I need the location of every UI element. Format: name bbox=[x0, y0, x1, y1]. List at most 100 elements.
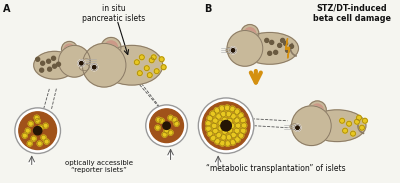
Circle shape bbox=[241, 25, 259, 42]
Ellipse shape bbox=[226, 47, 234, 53]
Circle shape bbox=[224, 105, 230, 111]
Circle shape bbox=[35, 118, 40, 123]
Circle shape bbox=[159, 57, 164, 62]
Circle shape bbox=[134, 60, 139, 65]
Circle shape bbox=[230, 106, 235, 112]
Circle shape bbox=[231, 132, 236, 138]
Circle shape bbox=[82, 43, 126, 87]
Ellipse shape bbox=[82, 59, 90, 64]
Circle shape bbox=[346, 121, 352, 126]
Circle shape bbox=[284, 41, 288, 45]
Text: A: A bbox=[3, 4, 10, 14]
Circle shape bbox=[227, 128, 232, 133]
Circle shape bbox=[265, 38, 269, 42]
Ellipse shape bbox=[290, 124, 299, 130]
Circle shape bbox=[159, 118, 164, 123]
Circle shape bbox=[270, 40, 274, 44]
Circle shape bbox=[105, 41, 118, 54]
Circle shape bbox=[19, 112, 56, 150]
Circle shape bbox=[274, 50, 278, 54]
Circle shape bbox=[235, 123, 241, 128]
Ellipse shape bbox=[241, 33, 298, 64]
Circle shape bbox=[198, 98, 254, 154]
Circle shape bbox=[343, 128, 348, 133]
Circle shape bbox=[146, 105, 188, 147]
Circle shape bbox=[162, 132, 167, 137]
Circle shape bbox=[223, 123, 229, 128]
Circle shape bbox=[281, 38, 284, 42]
Polygon shape bbox=[286, 38, 290, 58]
Circle shape bbox=[56, 62, 60, 66]
Circle shape bbox=[234, 128, 240, 134]
Circle shape bbox=[229, 123, 235, 128]
Circle shape bbox=[202, 102, 250, 150]
Circle shape bbox=[91, 64, 98, 71]
Circle shape bbox=[47, 59, 50, 63]
Circle shape bbox=[350, 131, 356, 136]
Circle shape bbox=[207, 115, 213, 121]
Ellipse shape bbox=[79, 64, 89, 71]
Circle shape bbox=[215, 139, 220, 144]
Circle shape bbox=[174, 121, 179, 126]
Circle shape bbox=[164, 128, 169, 133]
Circle shape bbox=[226, 135, 232, 140]
Text: STZ/DT-induced
beta cell damage: STZ/DT-induced beta cell damage bbox=[313, 4, 391, 23]
Circle shape bbox=[48, 67, 52, 71]
Circle shape bbox=[147, 73, 152, 78]
Circle shape bbox=[212, 123, 217, 129]
Circle shape bbox=[230, 47, 236, 54]
Circle shape bbox=[294, 124, 301, 131]
Circle shape bbox=[268, 51, 272, 55]
Circle shape bbox=[163, 122, 170, 129]
Circle shape bbox=[206, 121, 211, 126]
Ellipse shape bbox=[34, 51, 75, 79]
Circle shape bbox=[101, 38, 121, 57]
Circle shape bbox=[230, 139, 236, 145]
Circle shape bbox=[225, 141, 230, 146]
Circle shape bbox=[34, 126, 42, 135]
Circle shape bbox=[238, 133, 244, 138]
Circle shape bbox=[210, 135, 216, 141]
Circle shape bbox=[290, 44, 294, 48]
Circle shape bbox=[216, 132, 222, 138]
Circle shape bbox=[362, 118, 367, 123]
Circle shape bbox=[149, 58, 154, 63]
Text: “metabolic transplantation” of islets: “metabolic transplantation” of islets bbox=[206, 164, 346, 173]
Circle shape bbox=[36, 57, 40, 61]
Circle shape bbox=[206, 126, 211, 131]
Circle shape bbox=[220, 140, 225, 146]
Circle shape bbox=[312, 104, 323, 116]
Circle shape bbox=[40, 68, 44, 72]
Text: optically accessible
“reporter islets”: optically accessible “reporter islets” bbox=[65, 160, 133, 173]
Circle shape bbox=[234, 118, 240, 123]
Circle shape bbox=[52, 56, 56, 60]
Circle shape bbox=[340, 118, 344, 123]
Circle shape bbox=[168, 115, 173, 120]
Circle shape bbox=[240, 128, 246, 134]
Circle shape bbox=[216, 114, 221, 119]
Circle shape bbox=[238, 113, 244, 118]
Circle shape bbox=[92, 65, 96, 69]
Ellipse shape bbox=[101, 45, 163, 85]
Circle shape bbox=[231, 114, 236, 119]
Text: in situ
pancreatic islets: in situ pancreatic islets bbox=[82, 4, 146, 23]
Circle shape bbox=[234, 109, 240, 114]
Circle shape bbox=[22, 133, 27, 138]
Circle shape bbox=[220, 111, 226, 117]
Circle shape bbox=[207, 131, 213, 137]
Circle shape bbox=[241, 123, 247, 128]
Circle shape bbox=[15, 108, 60, 154]
Circle shape bbox=[222, 117, 228, 123]
Circle shape bbox=[227, 31, 263, 66]
Circle shape bbox=[38, 125, 43, 130]
Circle shape bbox=[235, 137, 240, 142]
Circle shape bbox=[244, 28, 256, 39]
Circle shape bbox=[155, 125, 160, 130]
Circle shape bbox=[214, 108, 220, 113]
Circle shape bbox=[308, 101, 326, 119]
Circle shape bbox=[286, 48, 290, 52]
Circle shape bbox=[43, 123, 48, 128]
Circle shape bbox=[34, 115, 39, 120]
Circle shape bbox=[156, 117, 161, 122]
Circle shape bbox=[222, 129, 228, 134]
